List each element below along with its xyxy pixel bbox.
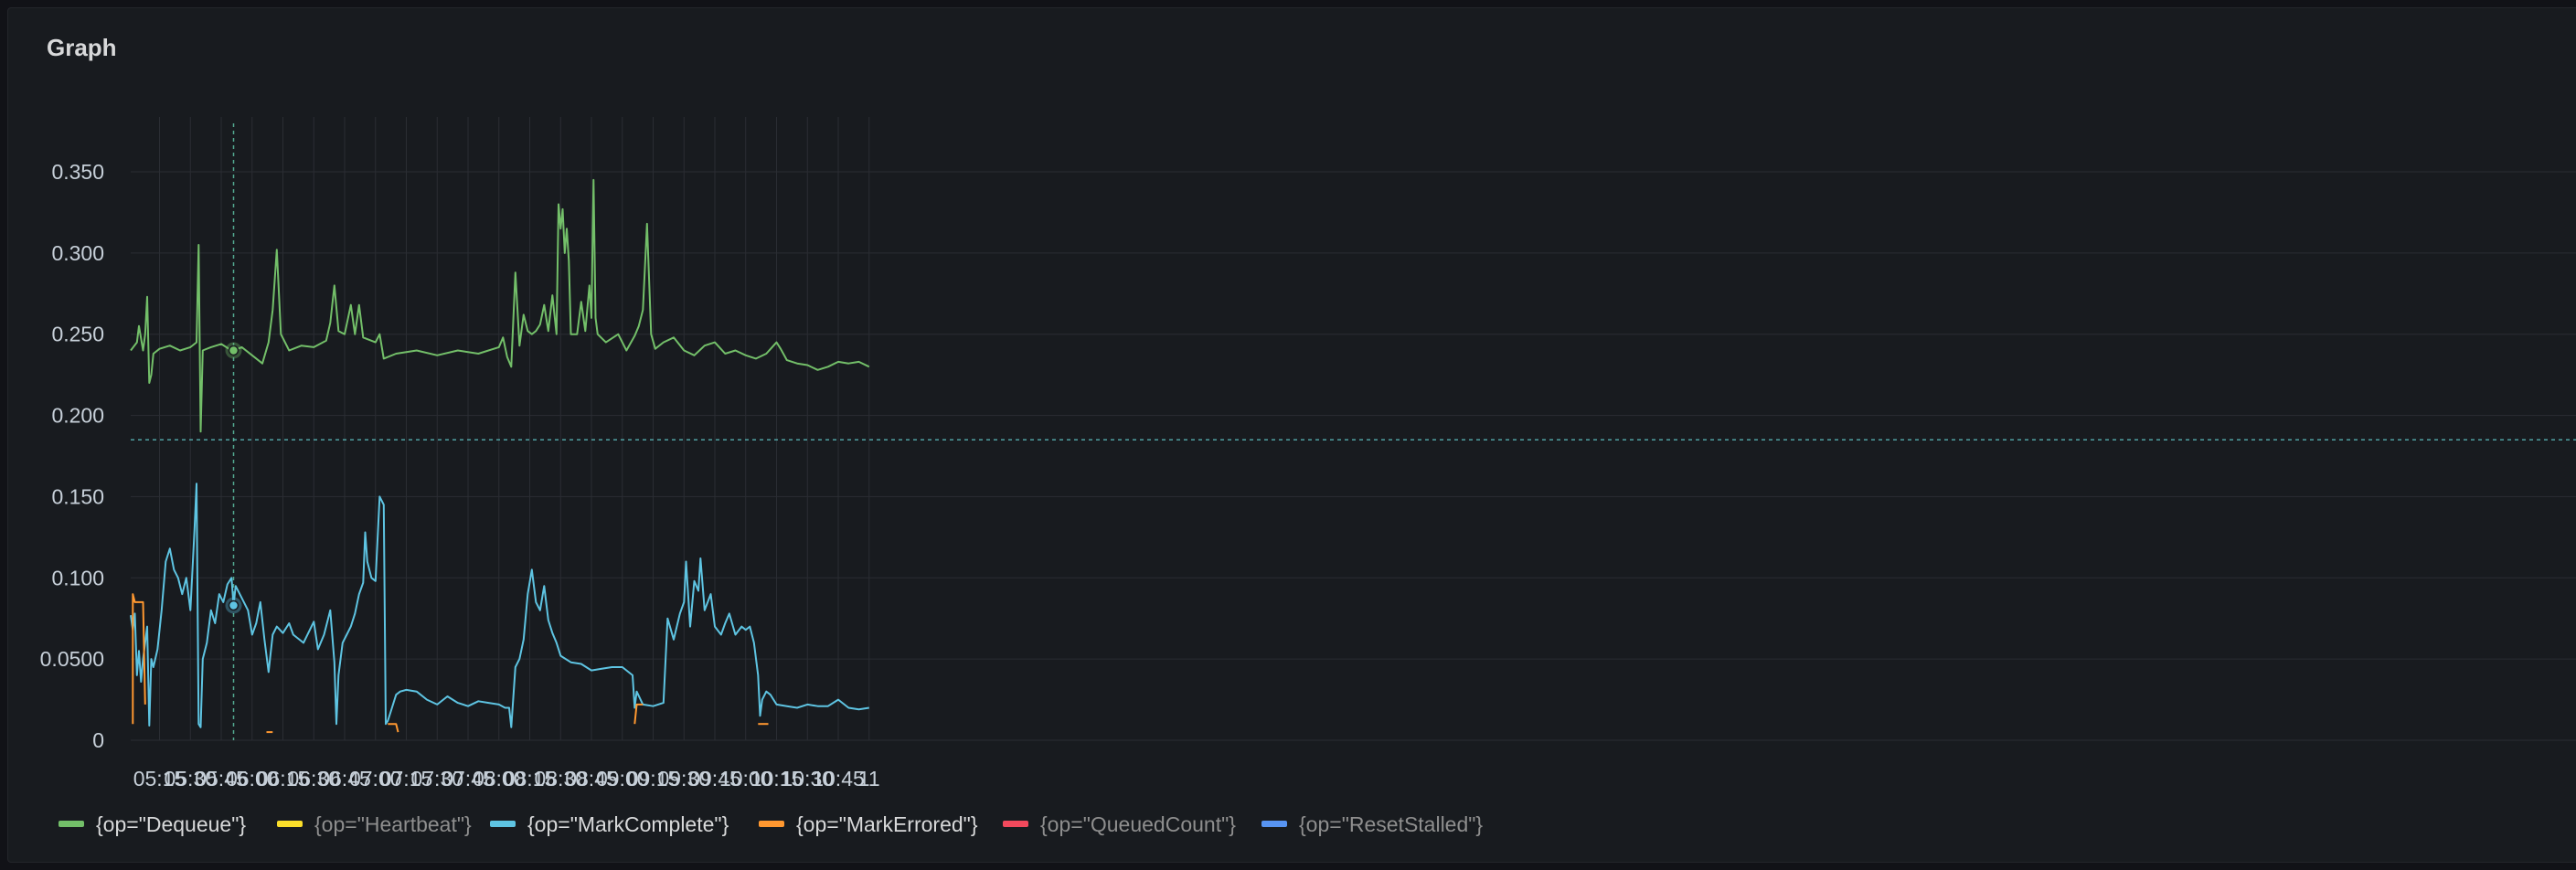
- legend-swatch-resetstalled[interactable]: [1261, 821, 1287, 827]
- x-tick-label: 05:15: [133, 767, 186, 790]
- panel-title[interactable]: Graph: [47, 34, 117, 61]
- y-tick-label: 0.350: [51, 160, 104, 184]
- x-tick-label: 06:00: [226, 767, 279, 790]
- x-tick-label: 10:30: [781, 767, 834, 790]
- x-tick-label: 05:45: [195, 767, 248, 790]
- x-tick-label: 09:15: [627, 767, 680, 790]
- y-tick-label: 0.300: [51, 241, 104, 265]
- x-tick-label: 09:00: [596, 767, 649, 790]
- legend-item-queuedcount[interactable]: {op="QueuedCount"}: [1040, 812, 1236, 836]
- y-tick-label: 0: [92, 728, 104, 752]
- y-tick-label: 0.200: [51, 404, 104, 428]
- x-tick-label: 10:45: [812, 767, 865, 790]
- legend-item-dequeue[interactable]: {op="Dequeue"}: [96, 812, 246, 836]
- x-tick-label: 06:15: [257, 767, 310, 790]
- y-tick-label: 0.100: [51, 566, 104, 589]
- legend-item-markcomplete[interactable]: {op="MarkComplete"}: [527, 812, 729, 836]
- series-line-markcomplete[interactable]: [130, 483, 869, 728]
- y-tick-label: 0.0500: [40, 647, 104, 671]
- y-tick-label: 0.250: [51, 323, 104, 346]
- series-line-markerrored[interactable]: [388, 723, 399, 733]
- x-tick-label: 09:30: [657, 767, 710, 790]
- x-tick-label: 07:00: [349, 767, 402, 790]
- graph-panel: Graph: [7, 7, 2576, 863]
- legend-swatch-dequeue[interactable]: [59, 821, 84, 827]
- legend-swatch-queuedcount[interactable]: [1003, 821, 1028, 827]
- x-tick-label: 05:30: [164, 767, 217, 790]
- x-tick-label: 07:30: [410, 767, 463, 790]
- legend-swatch-markerrored[interactable]: [759, 821, 784, 827]
- series-line-markerrored[interactable]: [132, 593, 146, 725]
- hover-marker-dequeue: [228, 345, 240, 356]
- y-tick-label: 0.150: [51, 484, 104, 508]
- series-line-dequeue[interactable]: [130, 178, 870, 433]
- x-tick-label: 10:00: [719, 767, 772, 790]
- x-tick-label: 08:00: [473, 767, 526, 790]
- x-tick-label: 07:45: [442, 767, 495, 790]
- legend-item-heartbeat[interactable]: {op="Heartbeat"}: [314, 812, 472, 836]
- x-tick-label: 11: [858, 767, 880, 790]
- legend-swatch-markcomplete[interactable]: [490, 821, 516, 827]
- x-tick-label: 08:45: [565, 767, 618, 790]
- x-tick-label: 06:30: [287, 767, 340, 790]
- x-tick-label: 10:15: [750, 767, 804, 790]
- legend-swatch-heartbeat[interactable]: [277, 821, 303, 827]
- x-tick-label: 08:30: [534, 767, 587, 790]
- hover-marker-markcomplete: [228, 599, 240, 611]
- series-line-markerrored[interactable]: [633, 703, 644, 725]
- legend-item-resetstalled[interactable]: {op="ResetStalled"}: [1299, 812, 1483, 836]
- x-tick-label: 06:45: [318, 767, 371, 790]
- x-tick-label: 07:15: [380, 767, 433, 790]
- x-tick-label: 09:45: [688, 767, 741, 790]
- x-tick-label: 08:15: [504, 767, 557, 790]
- legend-item-markerrored[interactable]: {op="MarkErrored"}: [796, 812, 978, 836]
